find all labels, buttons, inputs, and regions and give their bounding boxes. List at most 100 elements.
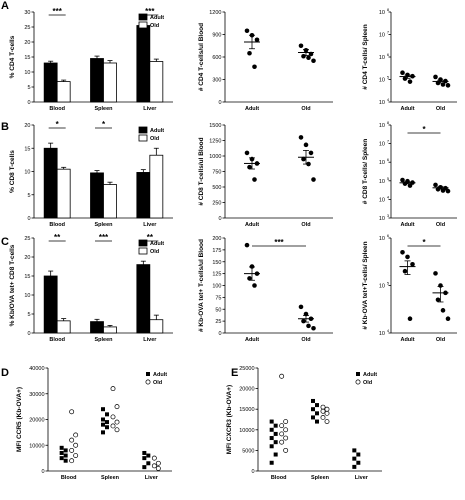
- x-category-label: Old: [436, 222, 445, 228]
- y-tick-label: 20000: [239, 387, 254, 393]
- y-tick-label: 25: [24, 236, 30, 242]
- panel-letter: D: [1, 367, 9, 379]
- y-tick-label: 15: [24, 274, 30, 280]
- data-point-adult: [244, 150, 250, 156]
- data-point-adult-liver: [352, 448, 357, 453]
- data-point-old-liver: [151, 463, 157, 469]
- data-point-adult-blood: [273, 452, 278, 457]
- data-point-old-spleen: [110, 414, 116, 420]
- data-point-adult-spleen: [101, 417, 105, 422]
- legend-label-adult: Adult: [150, 15, 164, 21]
- data-point-adult-blood: [269, 436, 274, 441]
- y-tick-label: 0: [251, 469, 254, 475]
- y-tick-label: 1250: [209, 139, 221, 145]
- data-point-adult: [247, 276, 252, 281]
- data-point-adult-liver: [352, 464, 357, 469]
- data-point-adult-spleen: [101, 430, 105, 435]
- y-tick-label: 5: [27, 85, 30, 91]
- significance-marker: **: [147, 233, 154, 242]
- x-category-label: Blood: [49, 337, 65, 343]
- y-tick-label: 10000: [29, 443, 44, 449]
- y-axis-label: % Kb/OVA tet+ CD8 T-cells: [9, 244, 16, 326]
- x-category-label: Spleen: [94, 106, 113, 112]
- y-tick-label: 175: [212, 248, 221, 254]
- data-point-adult-spleen: [101, 407, 105, 412]
- data-point-old-liver: [155, 460, 161, 466]
- x-category-label: Old: [436, 337, 445, 343]
- legend-swatch-adult: [138, 126, 148, 134]
- data-point-old: [435, 297, 441, 303]
- y-tick-label: 10: [379, 123, 385, 129]
- data-point-old-blood: [283, 419, 289, 425]
- data-point-adult: [407, 183, 413, 188]
- data-point-old: [301, 156, 306, 162]
- x-category-label: Spleen: [311, 475, 330, 481]
- y-axis-label: # CD4 T-cells/ Spleen: [362, 24, 369, 89]
- y-tick-label: 10: [379, 179, 385, 185]
- data-point-adult: [400, 70, 405, 76]
- data-point-old-spleen: [110, 386, 116, 392]
- bar-old-liver: [149, 319, 164, 334]
- data-point-adult-spleen: [101, 422, 105, 427]
- data-point-old: [445, 316, 451, 322]
- x-category-label: Spleen: [101, 475, 120, 481]
- y-tick-exponent: 6: [387, 52, 390, 57]
- legend-label-old: Old: [363, 380, 372, 386]
- y-axis-label: # Kb-OVA tet+ T-cells/ul Blood: [198, 239, 205, 332]
- y-tick-exponent: 8: [387, 7, 390, 12]
- y-tick-label: 75: [215, 295, 221, 301]
- data-point-adult-liver: [146, 461, 151, 466]
- x-category-label: Liver: [143, 337, 157, 343]
- bar-adult-blood: [43, 275, 58, 334]
- significance-marker: *: [102, 120, 106, 129]
- y-tick-label: 10: [379, 236, 385, 242]
- data-point-old-spleen: [114, 427, 120, 433]
- data-point-old: [301, 318, 306, 324]
- legend-label-old: Old: [150, 23, 159, 29]
- bar-adult-blood: [43, 147, 58, 219]
- data-point-old: [303, 142, 309, 148]
- y-tick-label: 10: [24, 70, 30, 76]
- data-point-old-blood: [73, 432, 79, 438]
- y-axis-label: # Kb-OVA tet+T-cells/ Spleen: [362, 241, 369, 329]
- data-point-adult: [407, 316, 413, 322]
- data-point-adult-spleen: [315, 411, 319, 416]
- data-point-old-spleen: [114, 419, 120, 425]
- data-point-adult: [244, 28, 250, 34]
- y-tick-label: 5000: [242, 448, 254, 454]
- legend-label-adult: Adult: [363, 372, 377, 378]
- y-tick-exponent: 5: [387, 281, 390, 286]
- y-tick-label: 15000: [239, 407, 254, 413]
- data-point-adult: [247, 164, 252, 170]
- data-point-old: [306, 55, 311, 61]
- y-tick-label: 0: [218, 216, 221, 222]
- bar-old-blood: [56, 168, 71, 219]
- data-point-adult-blood: [273, 440, 278, 445]
- y-tick-label: 30: [24, 10, 30, 16]
- significance-marker: ***: [145, 7, 155, 16]
- x-category-label: Adult: [245, 106, 259, 112]
- data-point-adult-blood: [63, 458, 68, 463]
- y-tick-exponent: 4: [387, 97, 390, 102]
- data-point-adult-blood: [63, 453, 68, 458]
- data-point-old-blood: [69, 458, 75, 464]
- y-tick-label: 25000: [239, 366, 254, 372]
- bar-adult-blood: [43, 62, 58, 103]
- x-category-label: Adult: [400, 337, 414, 343]
- data-point-old-blood: [69, 447, 75, 453]
- legend-label-adult: Adult: [150, 128, 164, 134]
- data-point-old: [308, 150, 314, 156]
- data-point-adult: [244, 242, 250, 248]
- data-point-adult: [252, 283, 257, 288]
- y-tick-label: 0: [27, 216, 30, 222]
- bar-old-liver: [149, 61, 164, 103]
- legend-swatch-adult: [138, 13, 148, 21]
- y-axis-label: # CD8 T-cells/ul Blood: [198, 137, 205, 205]
- panel-letter: E: [231, 367, 238, 379]
- data-point-adult: [254, 37, 260, 43]
- panel-letter: C: [1, 236, 9, 248]
- data-point-adult-spleen: [105, 425, 109, 430]
- x-category-label: Blood: [49, 106, 65, 112]
- data-point-adult: [402, 268, 408, 274]
